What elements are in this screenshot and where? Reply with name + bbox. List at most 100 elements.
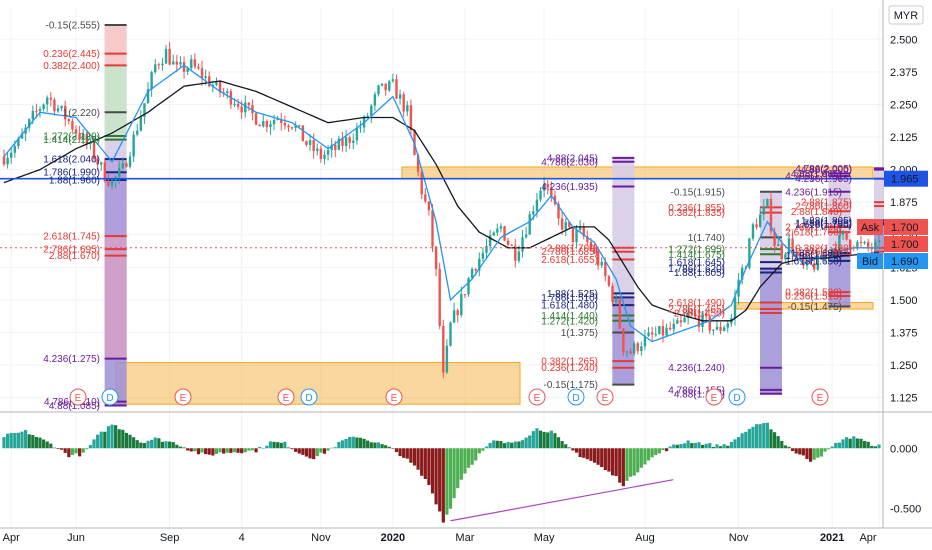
candle-body <box>773 231 776 247</box>
candle-body <box>467 278 470 295</box>
oscillator-bar <box>852 436 856 449</box>
oscillator-bar <box>124 432 129 449</box>
candle-body <box>71 121 74 130</box>
oscillator-bar <box>153 437 157 449</box>
level-badge: 1.965 <box>884 170 928 187</box>
ask-tag-label: Ask <box>861 222 880 234</box>
oscillator-bar <box>110 424 114 449</box>
candle-body <box>312 140 315 152</box>
event-marker-circle <box>101 388 119 406</box>
candle-body <box>769 198 773 232</box>
fib-level-label: 2.618(1.745) <box>43 232 100 243</box>
candle-body <box>2 156 6 165</box>
candle-body <box>546 183 549 188</box>
oscillator-bar <box>740 433 744 449</box>
event-marker-circle <box>385 388 403 406</box>
candle-body <box>103 162 107 182</box>
candle-body <box>834 248 837 252</box>
fib-level-label: 0.382(1.700) <box>795 243 852 254</box>
fib-level-label: 1.88(1.960) <box>49 176 100 187</box>
fib-level-label: 0.382(1.530) <box>785 288 842 299</box>
fib-level-label: 1.786(1.990) <box>43 168 100 179</box>
candle-body <box>193 59 197 67</box>
candle-body <box>398 94 402 99</box>
last-price-bg <box>884 236 928 252</box>
oscillator-bar <box>322 448 327 454</box>
candle-body <box>614 299 618 302</box>
event-marker: E <box>528 388 546 406</box>
fib-level-label: -0.15(1.175) <box>544 380 598 391</box>
fib-level-label: 2.618(1.655) <box>541 255 598 266</box>
candle-body <box>13 146 17 153</box>
oscillator-bar <box>103 431 107 449</box>
candle-body <box>74 129 78 134</box>
candle-body <box>708 316 711 331</box>
candle-body <box>182 62 186 72</box>
time-tick-label: May <box>534 532 555 544</box>
oscillator-bar <box>542 431 546 449</box>
moving-average-line <box>3 80 879 322</box>
oscillator-bar <box>448 448 453 509</box>
oscillator-bar <box>711 446 715 449</box>
candle-body <box>539 190 542 200</box>
candle-body <box>380 83 384 86</box>
candle-body <box>596 251 600 266</box>
oscillator-bar <box>268 441 273 449</box>
candle-body <box>485 246 488 253</box>
oscillator-bar <box>456 448 460 489</box>
oscillator-bar <box>31 435 35 449</box>
fib-level-label: 1.618(1.790) <box>795 220 852 231</box>
candle-body <box>632 343 636 354</box>
event-marker-label: E <box>283 393 290 404</box>
oscillator-bar <box>765 422 769 449</box>
candle-body <box>118 167 121 177</box>
oscillator-bar <box>769 429 773 449</box>
currency-badge[interactable]: MYR <box>888 5 924 25</box>
time-tick-label: Apr <box>3 532 20 544</box>
oscillator-bar <box>643 448 647 465</box>
oscillator-bar <box>164 441 168 449</box>
oscillator-bar <box>81 448 85 453</box>
last-price-badge: 1.700 <box>884 236 928 252</box>
candle-body <box>424 194 427 202</box>
candle-body <box>697 316 701 327</box>
oscillator-bar <box>340 440 345 449</box>
fib-level-label: 4.236(1.965) <box>795 174 852 185</box>
candle-body <box>172 61 175 65</box>
candle-body <box>568 222 571 228</box>
oscillator-bar <box>736 437 741 449</box>
candle-body <box>640 346 643 352</box>
candle-body <box>373 94 377 106</box>
fib-column-band <box>104 159 127 237</box>
oscillator-bar <box>160 441 165 449</box>
oscillator-bar <box>92 439 96 449</box>
event-marker-label: E <box>602 393 609 404</box>
oscillator-bar <box>337 441 341 449</box>
candle-body <box>557 203 560 219</box>
candle-body <box>395 79 398 99</box>
candle-body <box>578 226 582 230</box>
fib-level-label: 1.786(1.620) <box>668 264 725 275</box>
candle-body <box>150 72 153 90</box>
oscillator-bar <box>142 443 147 449</box>
oscillator-bar <box>52 447 57 449</box>
candle-body <box>877 240 881 243</box>
candle-body <box>586 236 589 242</box>
oscillator-bar <box>618 448 622 483</box>
candle-body <box>794 253 798 255</box>
oscillator-bar <box>700 444 705 449</box>
candle-body <box>604 261 607 277</box>
oscillator-bar <box>445 448 449 515</box>
candle-body <box>110 180 114 186</box>
fib-level-label: 1.88(1.805) <box>801 216 852 227</box>
oscillator-bar <box>463 448 467 474</box>
oscillator-bar <box>412 448 417 466</box>
oscillator-bar <box>348 436 352 449</box>
event-marker: E <box>596 388 614 406</box>
candle-body <box>841 232 845 235</box>
oscillator-bar <box>812 448 816 460</box>
oscillator-bar <box>592 448 597 463</box>
candle-body <box>622 328 625 353</box>
oscillator-bar <box>744 431 748 449</box>
candle-body <box>452 310 456 323</box>
